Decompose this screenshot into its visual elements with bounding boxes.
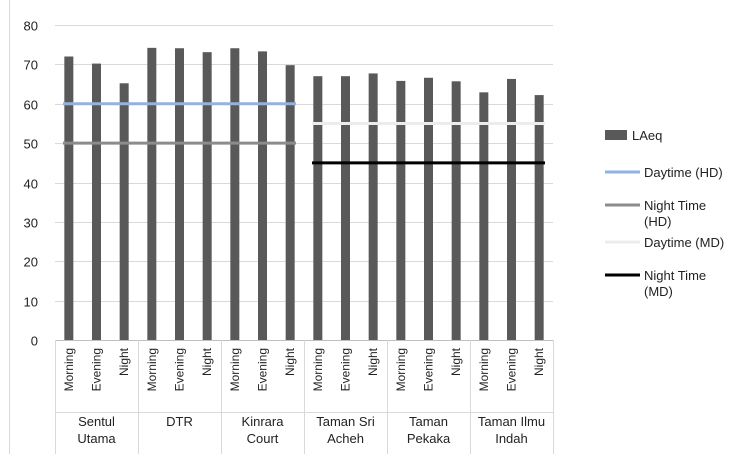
bar-laeq [341,76,350,340]
group-label: Pekaka [407,431,451,446]
x-tick-label: Night [283,347,297,376]
y-tick-label: 20 [24,255,38,270]
bar-laeq [119,83,129,341]
x-tick-label: Evening [90,348,104,391]
group-label: Taman Ilmu [478,414,545,429]
x-tick-label: Morning [228,348,242,391]
bar-laeq [147,47,157,341]
legend-label: Daytime (MD) [644,235,724,250]
x-tick-label: Night [532,347,546,376]
x-tick-label: Evening [422,348,436,391]
legend-label: Night Time [644,268,706,283]
bar-laeq [507,78,516,340]
group-label: Utama [77,431,116,446]
x-tick-label: Evening [256,348,270,391]
group-label: Taman Sri [316,414,375,429]
x-tick-label: Evening [505,348,519,391]
bar-laeq [396,80,406,340]
bar-laeq [451,81,461,341]
x-tick-label: Morning [62,348,76,391]
y-tick-label: 30 [24,216,38,231]
legend-label: Night Time [644,198,706,213]
legend-swatch-laeq [605,130,627,140]
y-tick-label: 60 [24,98,38,113]
bar-laeq [202,52,212,340]
bar-laeq [64,56,74,340]
x-tick-label: Morning [477,348,491,391]
x-tick-label: Morning [394,348,408,391]
bar-laeq [92,63,101,341]
y-tick-label: 40 [24,177,38,192]
x-tick-label: Evening [173,348,187,391]
bar-laeq [285,65,295,340]
bar-laeq [313,76,323,340]
bar-laeq [368,73,378,341]
y-tick-label: 70 [24,58,38,73]
x-tick-label: Morning [311,348,325,391]
x-tick-label: Morning [145,348,159,391]
bar-laeq [230,48,240,340]
bar-laeq [424,77,433,340]
x-tick-label: Night [200,347,214,376]
y-tick-label: 80 [24,19,38,34]
group-label: Acheh [327,431,364,446]
group-label: Court [247,431,279,446]
group-label: Indah [495,431,528,446]
group-label: Sentul [78,414,115,429]
bar-laeq [258,51,267,340]
y-tick-label: 0 [31,334,38,349]
bar-laeq [534,95,544,341]
group-label: Kinrara [242,414,285,429]
legend-label: Daytime (HD) [644,165,723,180]
group-label: DTR [166,414,193,429]
x-tick-label: Night [117,347,131,376]
x-tick-label: Night [449,347,463,376]
y-tick-label: 10 [24,295,38,310]
group-label: Taman [409,414,448,429]
y-tick-label: 50 [24,137,38,152]
legend-label: (MD) [644,284,673,299]
bar-laeq [175,48,184,340]
x-tick-label: Evening [339,348,353,391]
x-tick-label: Night [366,347,380,376]
legend-label: (HD) [644,214,671,229]
legend-label: LAeq [632,128,662,143]
bar-laeq [479,92,489,340]
